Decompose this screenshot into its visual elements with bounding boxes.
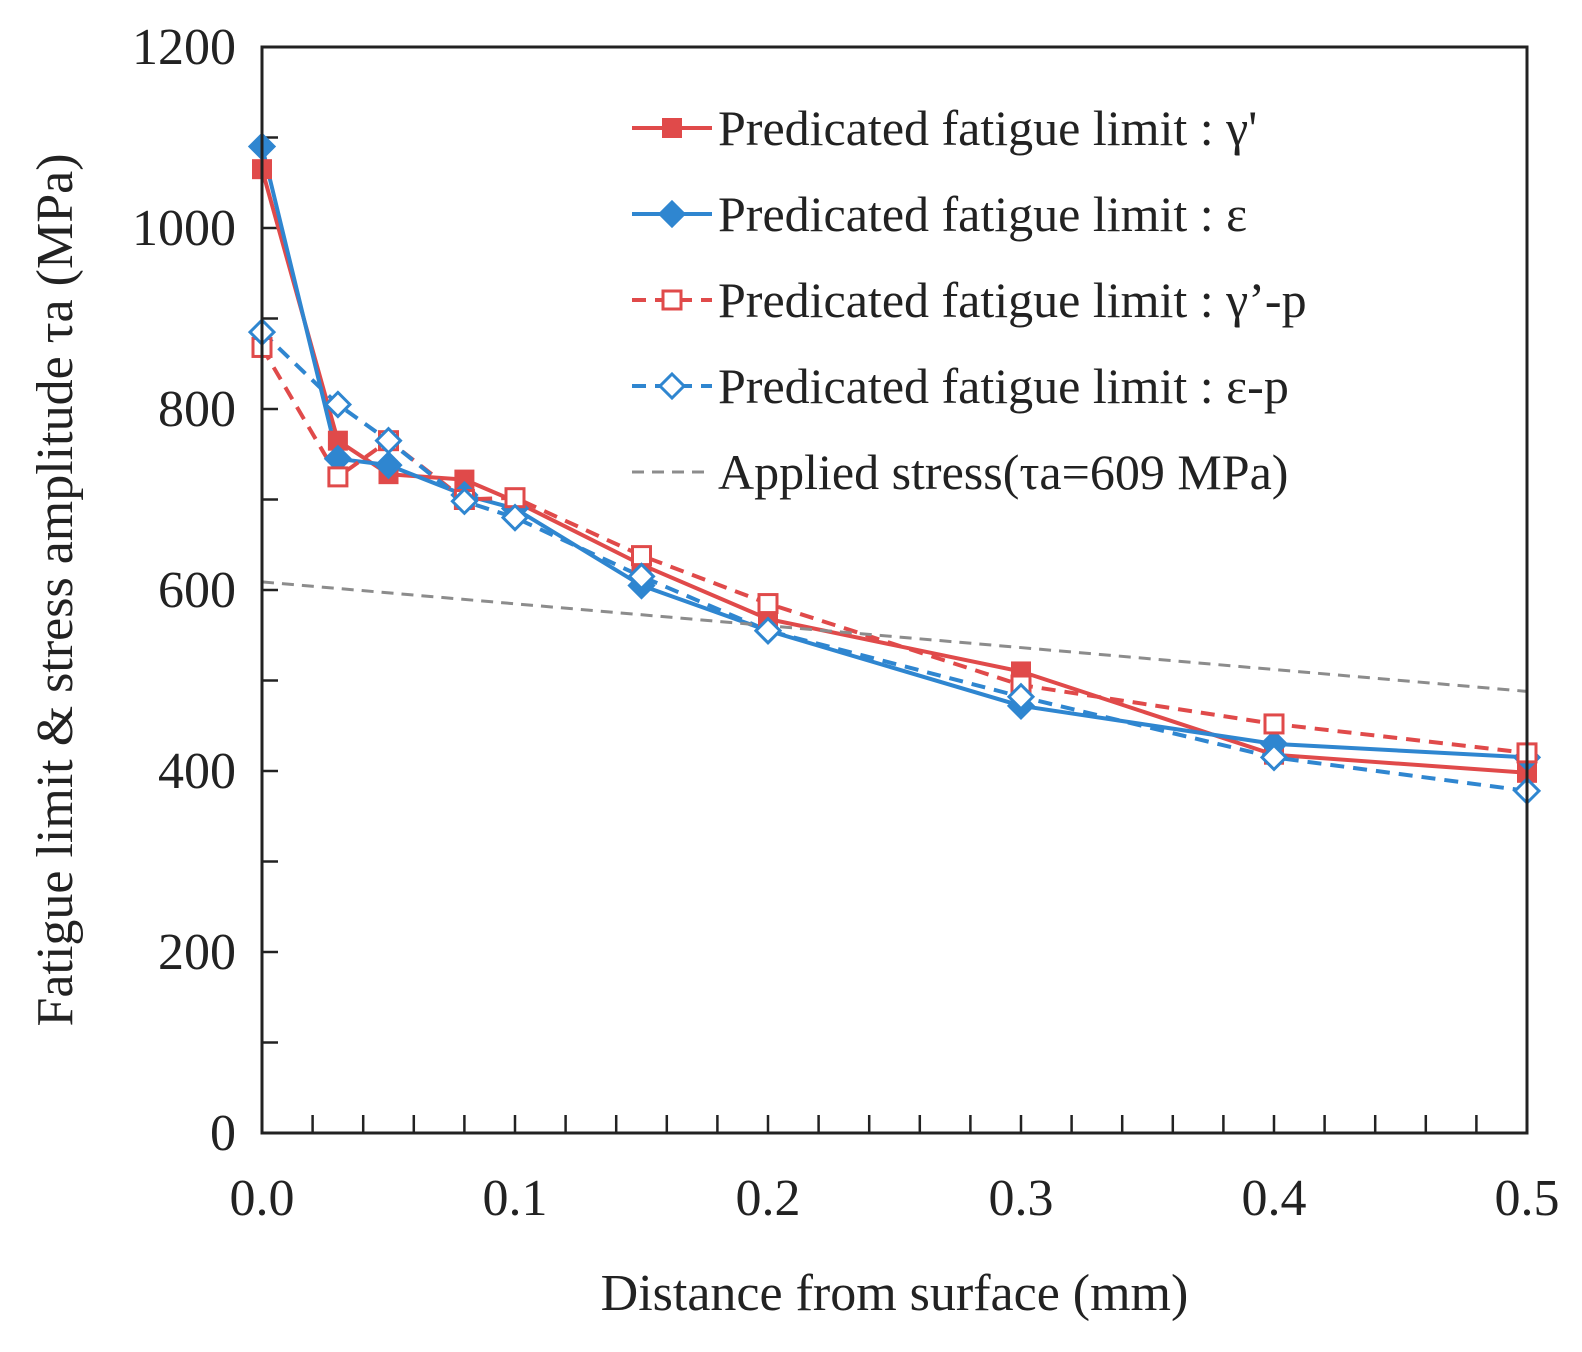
x-tick-label: 0.5 [1495,1170,1560,1227]
series-4-point [1259,743,1289,772]
legend-label-4: Predicated fatigue limit : ε-p [718,358,1289,414]
series-3-point [631,545,652,567]
x-tick-label: 0.3 [989,1170,1054,1227]
legend-swatch-marker-4 [657,371,687,401]
legend: Predicated fatigue limit : γ' Predicated … [632,100,1307,500]
series-3-point [327,466,349,488]
y-axis-title: Fatigue limit & stress amplitude τa (MPa… [27,153,84,1026]
tick-labels: 0.0 0.1 0.2 0.3 0.4 0.5 0 200 400 600 800 1000 1200 [132,19,1560,1227]
series-4-point [1006,682,1036,711]
plot-frame [260,45,1529,1135]
plot-area-border [260,45,1529,1135]
x-tick-label: 0.0 [230,1170,295,1227]
series-3-point [757,593,779,615]
y-tick-label: 200 [158,924,236,981]
series-2-point [374,450,403,480]
series-layer [247,132,1542,806]
axis-ticks [262,136,1478,1133]
series-4-point [753,616,783,645]
legend-label-5: Applied stress(τa=609 MPa) [718,444,1288,500]
x-tick-label: 0.1 [483,1170,548,1227]
series-line-1 [260,168,1528,775]
series-4-point [627,562,656,591]
legend-swatch-marker-3 [661,289,683,311]
series-line-5 [261,580,1528,693]
series-4-point [450,487,479,516]
legend-swatch-marker-2 [657,199,687,229]
y-tick-label: 1200 [132,19,236,76]
series-line-2 [260,146,1528,760]
series-4-point [374,426,403,455]
x-tick-label: 0.2 [736,1170,801,1227]
y-tick-label: 400 [158,743,236,800]
series-3-point [1263,713,1285,735]
series-4-point [500,503,530,532]
legend-swatch-marker-1 [662,118,682,138]
x-tick-label: 0.4 [1242,1170,1307,1227]
series-4-point [323,390,353,419]
legend-label-2: Predicated fatigue limit : ε [718,186,1247,242]
y-tick-label: 1000 [132,200,236,257]
y-tick-label: 800 [158,381,236,438]
y-tick-label: 0 [210,1105,236,1162]
y-tick-label: 600 [158,562,236,619]
legend-label-3: Predicated fatigue limit : γ’-p [718,272,1307,328]
legend-label-1: Predicated fatigue limit : γ' [718,100,1257,156]
x-axis-title: Distance from surface (mm) [601,1265,1189,1322]
